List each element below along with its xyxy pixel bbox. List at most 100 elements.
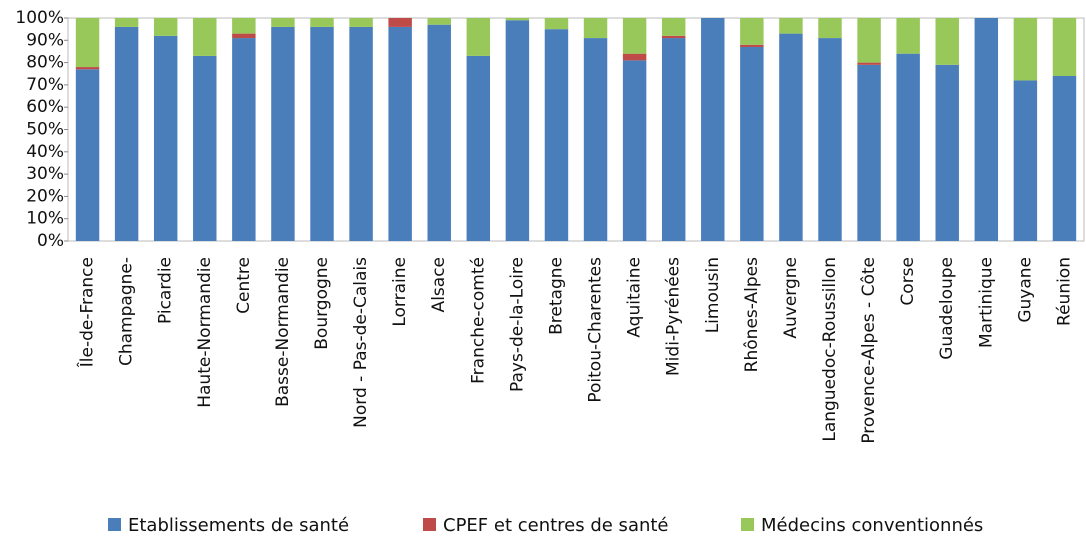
bar-segment [388, 18, 412, 27]
x-tick-label: Limousin [703, 257, 723, 333]
bar-segment [1013, 18, 1038, 81]
x-tick-label: Picardie [156, 257, 176, 324]
bar-segment [544, 18, 569, 30]
legend-label: Médecins conventionnés [761, 515, 983, 536]
x-tick-label: Guyane [1015, 257, 1035, 323]
bar-segment [427, 24, 451, 241]
bar-segment [622, 53, 647, 61]
x-tick-label: Bretagne [546, 257, 566, 335]
bar-segment [701, 18, 725, 241]
bar-segment [349, 18, 373, 27]
bar-segment [349, 26, 373, 242]
bar-segment [622, 18, 647, 54]
bar-segment [427, 18, 451, 25]
bar-segment [114, 18, 139, 27]
bar-segment [740, 44, 764, 47]
bar-segment [232, 38, 256, 241]
bar-segment [661, 18, 686, 36]
x-tick-label: Champagne- [117, 257, 137, 366]
x-tick-label: Basse-Normandie [273, 257, 293, 407]
x-tick-label: Haute-Normandie [195, 257, 215, 408]
y-tick-label: 20% [26, 186, 64, 206]
bar-segment [1052, 18, 1077, 76]
bar-segment [310, 18, 334, 27]
bar-segment [232, 18, 256, 34]
x-tick-label: Franche-comté [468, 257, 488, 384]
bar-segment [818, 38, 842, 241]
legend-swatch [423, 518, 436, 531]
bar-segment [466, 18, 491, 56]
x-tick-label: Provence-Alpes - Côte [859, 257, 879, 444]
bar-segment [75, 69, 100, 241]
bar-segment [857, 64, 881, 241]
legend-label: Etablissements de santé [128, 515, 349, 536]
bar-segment [740, 46, 764, 241]
bar-segment [661, 38, 686, 241]
plot-frame [67, 17, 1085, 242]
bar-segment [935, 64, 959, 241]
x-tick-label: Languedoc-Roussillon [820, 257, 840, 442]
bar-segment [740, 18, 764, 45]
bar-segment [857, 62, 881, 65]
x-tick-label: Poitou-Charentes [586, 257, 606, 403]
bar-segment [114, 26, 139, 242]
bar-segment [857, 18, 881, 63]
legend-swatch [741, 518, 754, 531]
bar-segment [388, 26, 412, 242]
bar-segment [505, 20, 530, 242]
bar-segment [896, 18, 920, 54]
bar-segment [974, 18, 999, 241]
bar-segment [583, 38, 608, 241]
bar-segment [193, 55, 217, 241]
bar-segment [779, 33, 803, 241]
bar-segment [779, 18, 803, 34]
y-tick-label: 30% [26, 164, 64, 184]
bar-segment [1052, 75, 1077, 241]
x-tick-label: Lorraine [390, 257, 410, 327]
bar-segment [153, 18, 178, 36]
bar-segment [1013, 80, 1038, 241]
x-tick-label: Martinique [976, 257, 996, 348]
x-tick-label: Guadeloupe [937, 257, 957, 360]
bar-segment [935, 18, 959, 65]
bar-segment [75, 18, 100, 68]
bar-segment [193, 18, 217, 56]
x-tick-label: Pays-de-la-Loire [507, 257, 527, 392]
bar-segment [583, 18, 608, 39]
x-tick-label: Bourgogne [312, 257, 332, 350]
bar-segment [661, 35, 686, 39]
y-tick-label: 70% [26, 75, 64, 95]
x-tick-label: Corse [898, 257, 918, 306]
x-tick-label: Centre [234, 257, 254, 314]
bar-segment [544, 29, 569, 242]
y-tick-label: 80% [26, 53, 64, 73]
x-tick-label: Rhônes-Alpes [742, 257, 762, 372]
legend-label: CPEF et centres de santé [443, 515, 669, 536]
bar-segment [232, 33, 256, 39]
bar-segment [271, 26, 295, 242]
x-tick-label: Île-de-France [76, 257, 98, 368]
x-tick-label: Aquitaine [625, 257, 645, 338]
bar-segment [622, 60, 647, 242]
bar-segment [310, 26, 334, 242]
x-tick-label: Alsace [429, 257, 449, 312]
bar-segment [896, 53, 920, 242]
y-tick-label: 60% [26, 97, 64, 117]
bar-segment [75, 67, 100, 70]
bar-segment [153, 35, 178, 242]
x-tick-label: Auvergne [781, 257, 801, 339]
x-tick-label: Nord - Pas-de-Calais [351, 257, 371, 428]
y-tick-label: 100% [15, 8, 64, 28]
y-tick-label: 90% [26, 30, 64, 50]
legend-swatch [108, 518, 121, 531]
y-tick-label: 0% [37, 231, 64, 251]
y-tick-label: 40% [26, 142, 64, 162]
bar-segment [818, 18, 842, 39]
bar-segment [466, 55, 491, 241]
y-tick-label: 50% [26, 120, 64, 140]
bar-segment [271, 18, 295, 27]
y-tick-label: 10% [26, 209, 64, 229]
x-tick-label: Midi-Pyrénées [664, 257, 684, 376]
bar-segment [505, 18, 530, 21]
